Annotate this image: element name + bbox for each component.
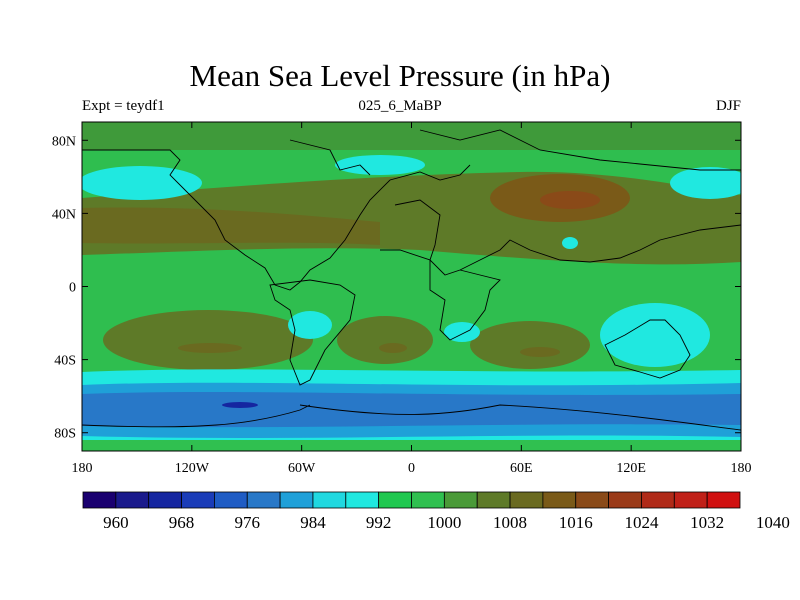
colorbar-swatch <box>246 491 281 509</box>
lat-tick-label: 0 <box>69 281 76 296</box>
colorbar-swatch <box>608 491 642 509</box>
colorbar-label: 1040 <box>756 513 790 532</box>
north-america-coast <box>82 149 471 291</box>
season-label: DJF <box>715 98 741 114</box>
lat-tick-label: 40S <box>54 354 76 369</box>
lon-tick-label: 120E <box>616 461 646 476</box>
lon-tick-label: 60E <box>510 461 533 476</box>
band-north-high-core <box>82 207 380 245</box>
colorbar-swatch <box>641 491 675 509</box>
colorbar-swatch <box>279 491 314 509</box>
north-pacific-low-east <box>670 167 741 199</box>
lat-tick-label: 80N <box>52 134 76 149</box>
africa-coast <box>380 249 501 341</box>
south-atlantic-high <box>337 316 433 364</box>
colorbar-label: 960 <box>103 513 129 532</box>
colorbar-label: 984 <box>300 513 326 532</box>
colorbar-swatch <box>345 491 380 509</box>
colorbar-label: 976 <box>235 513 261 532</box>
lon-tick-label: 180 <box>731 461 752 476</box>
colorbar-swatch <box>509 491 544 509</box>
indian-ocean-high <box>470 321 590 369</box>
colorbar: 960 968 976 984 992 1000 1008 1016 1024 1032 1040 <box>82 491 790 532</box>
lat-tick-label: 40N <box>52 207 76 222</box>
colorbar-swatch <box>82 491 117 509</box>
axis-ticks <box>81 122 742 451</box>
north-pacific-low <box>82 166 202 200</box>
colorbar-swatch <box>213 491 248 509</box>
south-pacific-high <box>103 310 313 370</box>
colorbar-label: 1000 <box>427 513 461 532</box>
australia-coast <box>604 319 691 379</box>
period-label: 025_6_MaBP <box>358 98 442 114</box>
colorbar-swatch <box>575 491 609 509</box>
colorbar-label: 1008 <box>493 513 527 532</box>
lon-tick-label: 120W <box>175 461 210 476</box>
lon-tick-label: 180 <box>72 461 93 476</box>
experiment-label: Expt = teydf1 <box>82 98 165 114</box>
eurasia-coast <box>394 199 741 276</box>
coastlines <box>82 129 741 431</box>
colorbar-swatch <box>443 491 478 509</box>
southern-ocean-minimum <box>222 402 258 408</box>
australian-low <box>600 303 710 367</box>
axis-tick-labels: 180 120W 60W 0 60E 120E 180 80N 40N 0 40S 80S <box>52 134 752 476</box>
colorbar-swatch <box>148 491 182 509</box>
colorbar-label: 1016 <box>559 513 593 532</box>
antarctica-coast <box>82 404 741 431</box>
colorbar-swatch <box>312 491 347 509</box>
lon-tick-label: 60W <box>288 461 316 476</box>
south-pacific-high-core <box>178 343 242 353</box>
asian-high-core <box>540 191 600 209</box>
colorbar-label: 1024 <box>624 513 659 532</box>
tibet-low <box>562 237 578 249</box>
arctic-coast <box>419 129 741 171</box>
greenland-coast <box>289 139 371 176</box>
band-southern-deep <box>82 392 741 428</box>
north-atlantic-low <box>335 155 425 175</box>
lon-tick-label: 0 <box>408 461 415 476</box>
south-atlantic-high-core <box>379 343 407 353</box>
south-america-coast <box>269 279 356 386</box>
indian-ocean-high-core <box>520 347 560 357</box>
south-america-low <box>288 311 332 339</box>
plot-title: Mean Sea Level Pressure (in hPa) <box>189 58 611 93</box>
colorbar-swatch <box>673 491 708 509</box>
colorbar-swatch <box>542 491 577 509</box>
colorbar-label: 968 <box>169 513 195 532</box>
colorbar-label: 1032 <box>690 513 724 532</box>
africa-low <box>444 322 480 342</box>
colorbar-swatch <box>378 491 412 509</box>
colorbar-swatch <box>706 491 741 509</box>
colorbar-label: 992 <box>366 513 392 532</box>
colorbar-swatch <box>411 491 445 509</box>
colorbar-swatch <box>115 491 150 509</box>
lat-tick-label: 80S <box>54 427 76 442</box>
pressure-field <box>82 122 741 451</box>
colorbar-swatch <box>476 491 511 509</box>
colorbar-swatch <box>181 491 215 509</box>
